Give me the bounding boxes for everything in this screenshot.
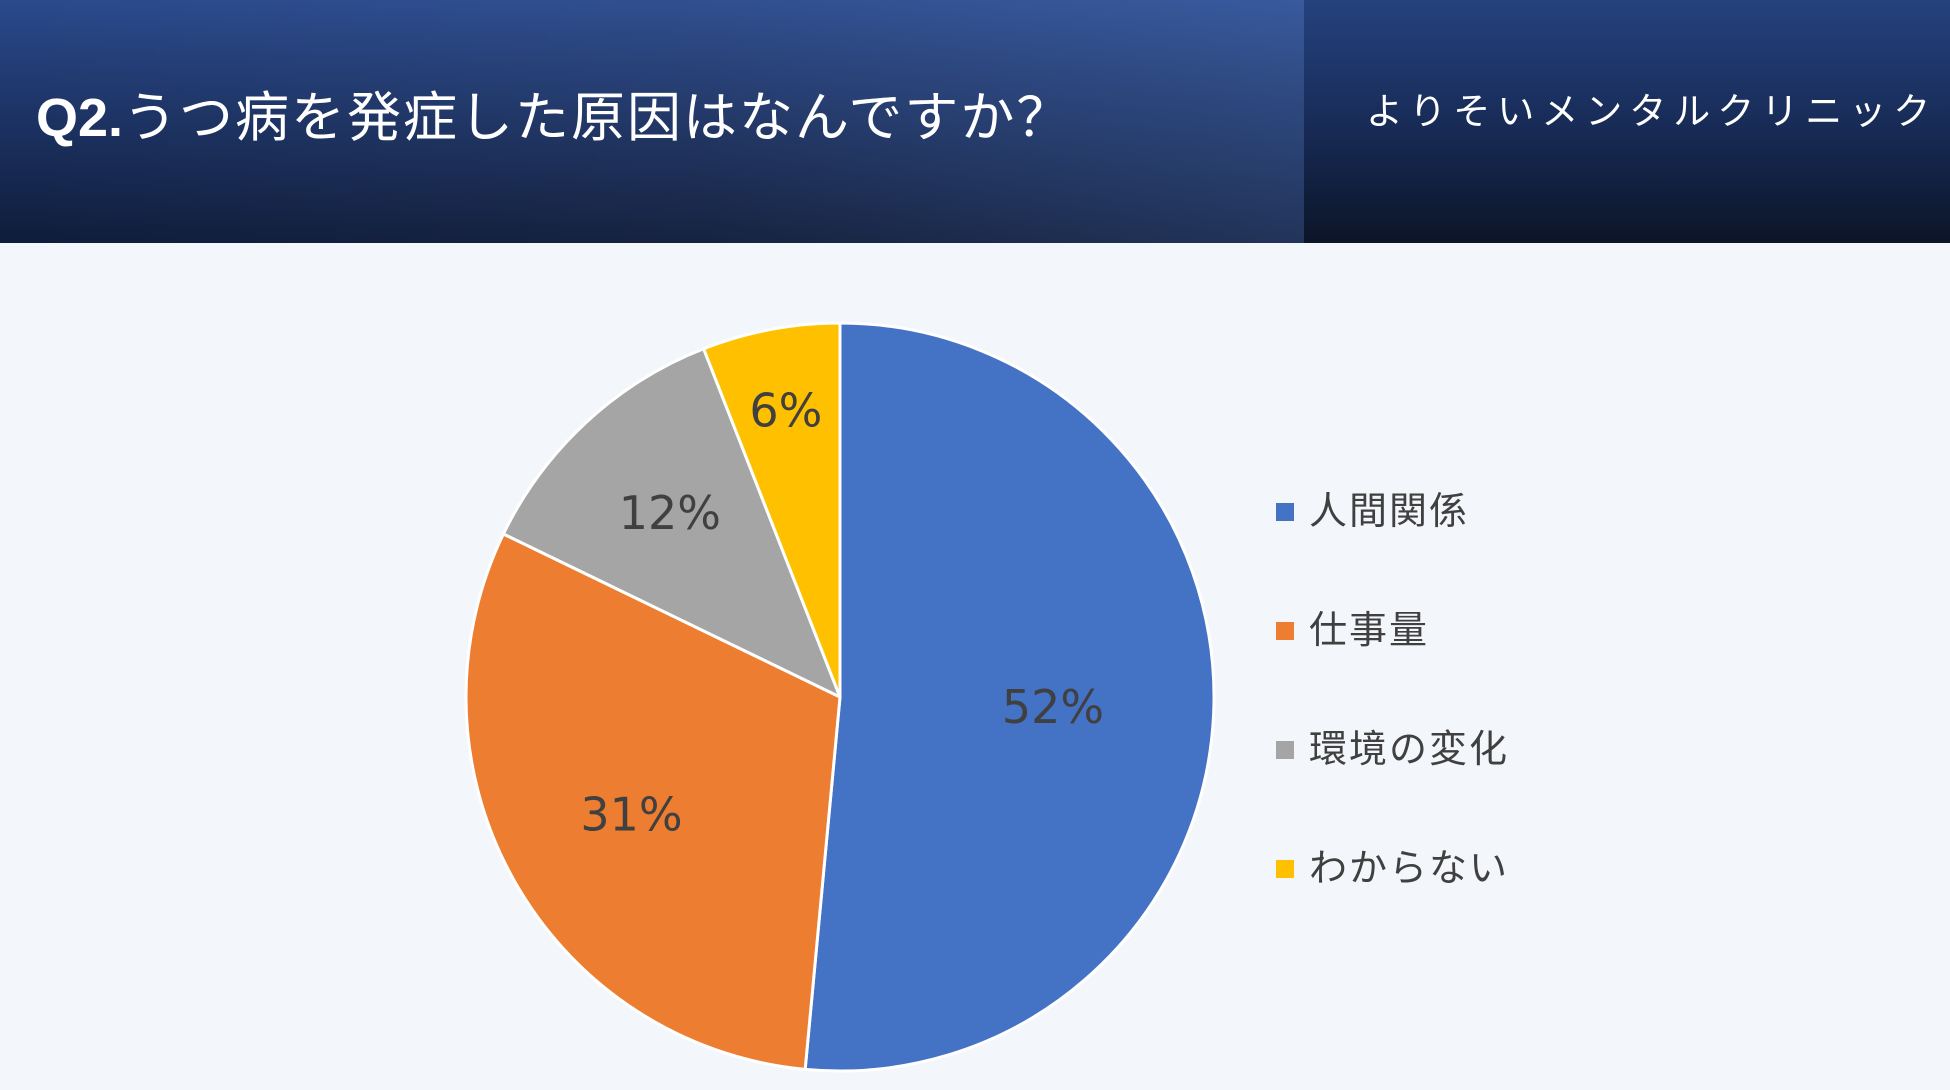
legend-swatch xyxy=(1276,860,1294,878)
data-label-workload: 31% xyxy=(580,788,682,842)
pie-slice-workload xyxy=(464,532,842,1071)
legend-swatch xyxy=(1276,622,1294,640)
legend-label: わからない xyxy=(1309,846,1510,890)
legend-label: 仕事量 xyxy=(1309,608,1430,652)
legend-swatch xyxy=(1276,741,1294,759)
data-label-environment: 12% xyxy=(619,486,721,540)
header-banner: Q2.うつ病を発症した原因はなんですか？ よりそいメンタルクリニック xyxy=(0,0,1950,243)
pie-slice-environment xyxy=(501,347,842,699)
clinic-name: よりそいメンタルクリニック xyxy=(1366,90,1938,133)
data-label-interpersonal: 52% xyxy=(1002,680,1104,734)
header-shine xyxy=(0,0,1304,243)
page-title: Q2.うつ病を発症した原因はなんですか？ xyxy=(36,82,1072,154)
chart-area: 52% 31% 12% 6% 人間関係 仕事量 環境の変化 わからない xyxy=(0,243,1950,1090)
question-text: うつ病を発症した原因はなんですか？ xyxy=(123,86,1073,149)
pie-slice-interpersonal xyxy=(803,321,1216,1073)
legend-label: 人間関係 xyxy=(1309,489,1470,533)
header-right-panel xyxy=(1304,0,1950,243)
question-number: Q2. xyxy=(36,88,124,148)
legend-swatch xyxy=(1276,503,1294,521)
data-label-unknown: 6% xyxy=(749,383,822,437)
pie-chart: 52% 31% 12% 6% xyxy=(464,321,1216,1073)
pie-slice-unknown xyxy=(702,321,842,699)
legend-label: 環境の変化 xyxy=(1309,727,1510,771)
